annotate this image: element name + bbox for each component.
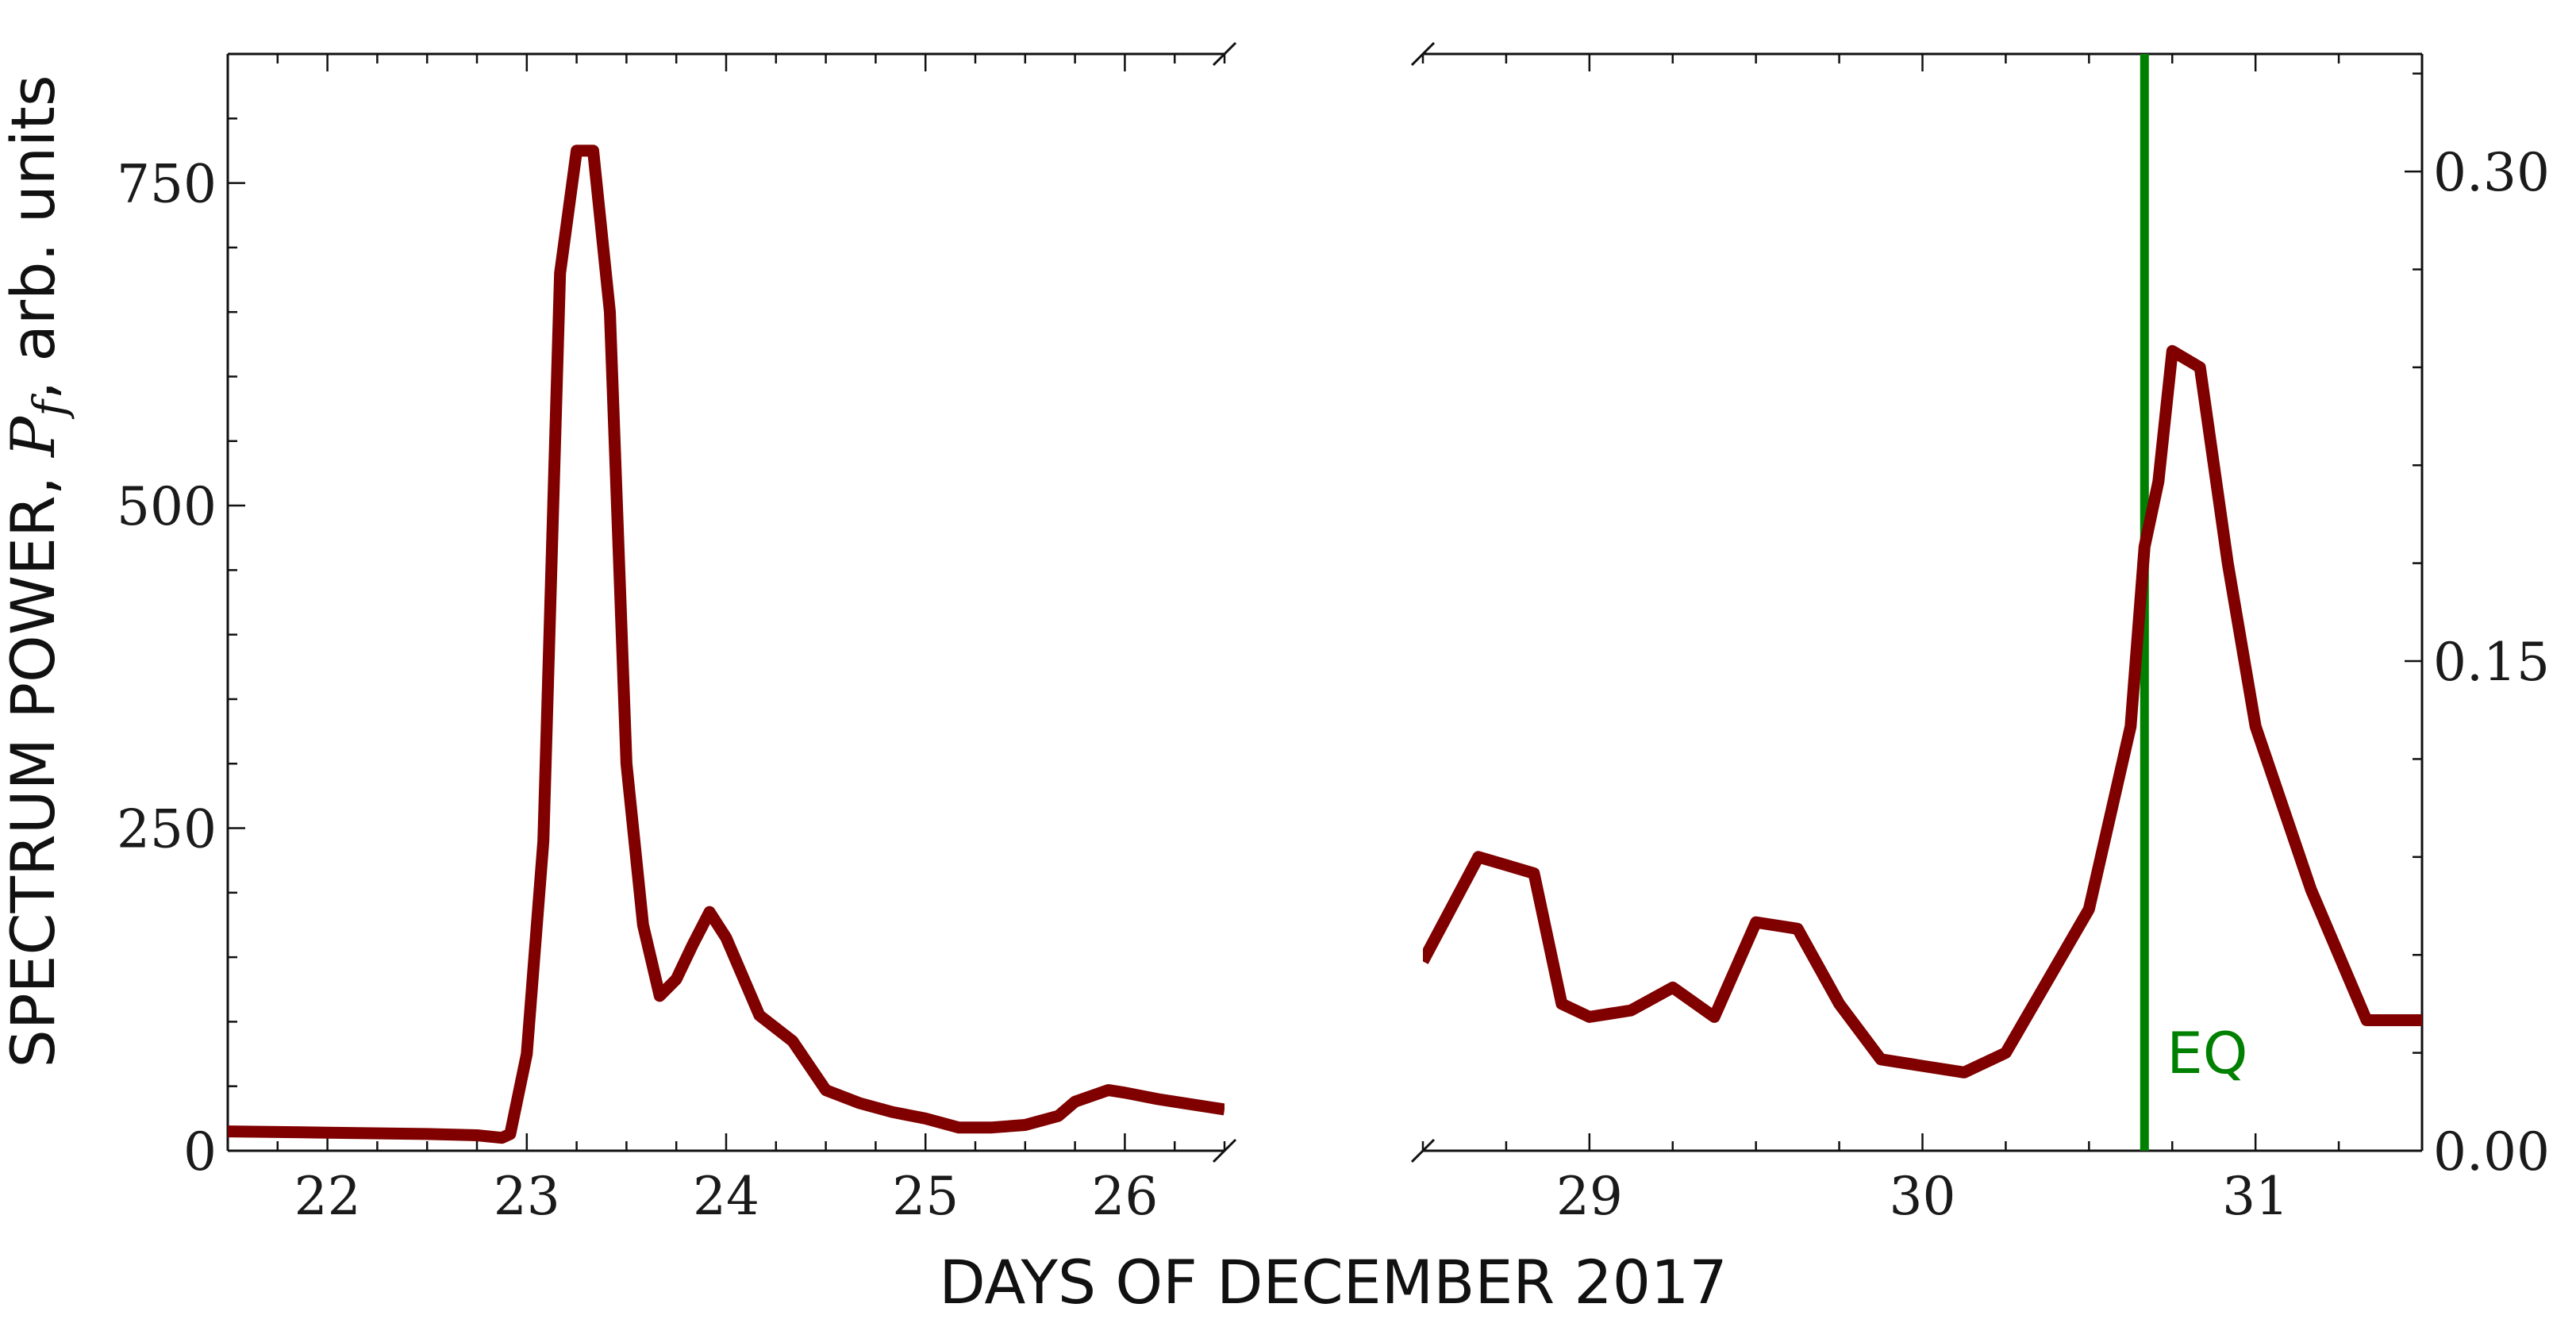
left-x-tick-label: 24 [693,1166,759,1227]
left-x-tick-label: 26 [1091,1166,1158,1227]
right-panel: 29 30 31 0.00 0.15 0.30 EQ [1410,41,2550,1227]
left-y-tick-label: 250 [117,799,217,860]
eq-label: EQ [2167,1020,2247,1086]
left-data-line [228,144,1225,1144]
left-y-tick-label: 0 [183,1121,217,1182]
right-y-tick-label: 0.15 [2433,632,2550,693]
right-y-tick-label: 0.30 [2433,142,2550,203]
right-x-tick-label: 31 [2222,1166,2289,1227]
y-axis-title: SPECTRUM POWER, Pf, arb. units [0,75,76,1067]
left-x-tick-label: 23 [494,1166,560,1227]
left-x-tick-label: 25 [892,1166,959,1227]
y-axis-title-prefix: SPECTRUM POWER, [0,457,68,1068]
y-axis-title-symbol: P [0,415,68,459]
x-axis-title: DAYS OF DECEMBER 2017 [939,1247,1728,1317]
right-x-tick-label: 29 [1556,1166,1623,1227]
right-y-tick-label: 0.00 [2433,1121,2550,1182]
right-x-tick-label: 30 [1890,1166,1956,1227]
left-y-tick-label: 500 [117,476,217,537]
y-axis-title-suffix: , arb. units [0,75,68,400]
right-data-line [1423,344,2422,1079]
left-y-tick-label: 750 [117,154,217,215]
left-panel: 22 23 24 25 26 0 250 500 750 [117,41,1237,1227]
left-x-tick-label: 22 [294,1166,361,1227]
